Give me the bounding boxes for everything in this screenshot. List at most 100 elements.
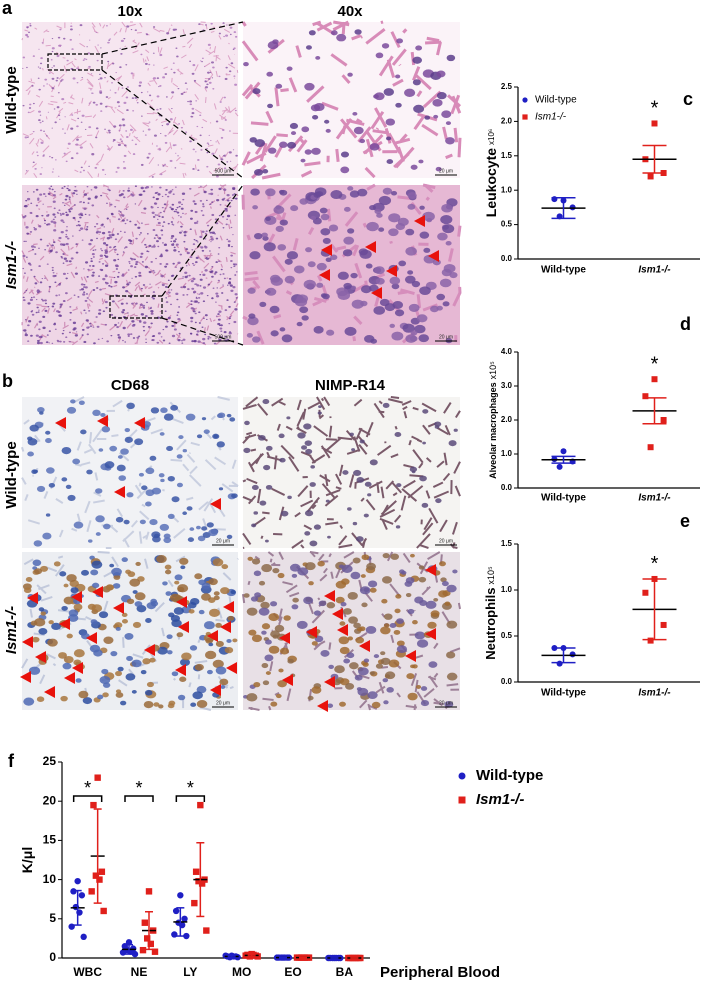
cell-nucleus	[390, 553, 399, 560]
tissue-strand	[214, 148, 218, 154]
tissue-strand	[319, 474, 331, 483]
cell-nucleus	[46, 263, 49, 265]
cell-nucleus	[270, 601, 278, 607]
data-point	[141, 919, 148, 926]
cell-nucleus	[115, 171, 118, 173]
cell-nucleus	[254, 168, 264, 176]
cell-nucleus	[186, 88, 189, 90]
tissue-strand	[101, 287, 107, 290]
arrowhead	[113, 602, 124, 614]
cell-nucleus	[182, 338, 186, 341]
cell-nucleus	[452, 569, 458, 574]
cell-nucleus	[87, 52, 91, 55]
tissue-strand	[148, 286, 153, 289]
tissue-strand	[21, 446, 25, 452]
cell-nucleus	[114, 238, 118, 241]
tissue-strand	[422, 424, 431, 435]
cell-nucleus	[101, 231, 106, 235]
tissue-strand	[144, 285, 147, 290]
cell-nucleus	[213, 591, 220, 596]
cell-nucleus	[92, 289, 96, 292]
tissue-strand	[222, 417, 226, 421]
cell-nucleus	[201, 230, 205, 233]
cell-nucleus	[136, 102, 139, 104]
cell-nucleus	[206, 294, 209, 297]
cell-nucleus	[79, 171, 82, 173]
cell-nucleus	[167, 316, 171, 320]
cell-nucleus	[152, 215, 156, 218]
cell-nucleus	[37, 77, 40, 79]
cell-nucleus	[176, 632, 184, 638]
cell-nucleus	[135, 237, 138, 240]
cell-nucleus	[396, 483, 402, 488]
tissue-strand	[142, 122, 150, 125]
cell-nucleus	[160, 407, 168, 414]
cell-nucleus	[79, 227, 84, 230]
column-header: 40x	[337, 3, 363, 20]
cell-nucleus	[410, 330, 418, 336]
cell-nucleus	[405, 592, 412, 598]
tissue-strand	[105, 195, 110, 201]
cell-nucleus	[246, 693, 258, 702]
tissue-strand	[353, 315, 363, 325]
tissue-strand	[204, 87, 208, 92]
arrowhead	[324, 676, 335, 688]
cell-nucleus	[389, 276, 401, 285]
cell-nucleus	[98, 231, 102, 234]
cell-nucleus	[84, 213, 87, 216]
tissue-strand	[83, 223, 87, 230]
cell-nucleus	[176, 311, 180, 314]
cell-nucleus	[38, 309, 40, 311]
tissue-strand	[57, 609, 70, 613]
cell-nucleus	[29, 211, 33, 214]
cell-nucleus	[44, 277, 46, 279]
data-point	[145, 888, 153, 895]
cell-nucleus	[38, 110, 41, 113]
cell-nucleus	[165, 249, 168, 252]
tissue-strand	[111, 227, 115, 234]
cell-nucleus	[170, 289, 173, 291]
tissue-strand	[285, 425, 293, 431]
cell-nucleus	[56, 77, 59, 79]
cell-nucleus	[229, 160, 232, 162]
cell-nucleus	[158, 237, 162, 240]
cell-nucleus	[382, 576, 392, 584]
tissue-strand	[82, 189, 86, 194]
tissue-strand	[325, 438, 337, 441]
cell-nucleus	[164, 564, 172, 570]
cell-nucleus	[208, 608, 220, 617]
cell-nucleus	[206, 669, 213, 675]
tissue-strand	[380, 20, 384, 25]
cell-nucleus	[153, 134, 157, 137]
cell-nucleus	[267, 103, 274, 109]
cell-nucleus	[197, 159, 200, 161]
cell-nucleus	[121, 619, 128, 624]
cell-nucleus	[125, 135, 129, 138]
cell-nucleus	[51, 622, 61, 631]
cell-nucleus	[376, 212, 383, 218]
cell-nucleus	[133, 258, 136, 261]
cell-nucleus	[243, 447, 251, 454]
tissue-strand	[262, 697, 274, 701]
tissue-strand	[181, 119, 185, 126]
cell-nucleus	[158, 148, 162, 151]
cell-nucleus	[79, 146, 83, 149]
cell-nucleus	[122, 309, 126, 312]
tissue-strand	[221, 108, 228, 116]
cell-nucleus	[92, 249, 95, 251]
tissue-strand	[257, 488, 262, 504]
tissue-strand	[125, 203, 129, 208]
tissue-strand	[118, 451, 130, 462]
cell-nucleus	[106, 202, 108, 205]
cell-nucleus	[209, 235, 213, 238]
cell-nucleus	[375, 277, 385, 285]
cell-nucleus	[68, 196, 71, 198]
cell-nucleus	[339, 621, 346, 626]
cell-nucleus	[60, 695, 68, 702]
tissue-strand	[24, 493, 29, 502]
x-tick-label: Wild-type	[541, 493, 586, 504]
cell-nucleus	[202, 337, 206, 341]
cell-nucleus	[167, 513, 175, 519]
cell-nucleus	[99, 675, 111, 685]
tissue-strand	[97, 551, 110, 554]
